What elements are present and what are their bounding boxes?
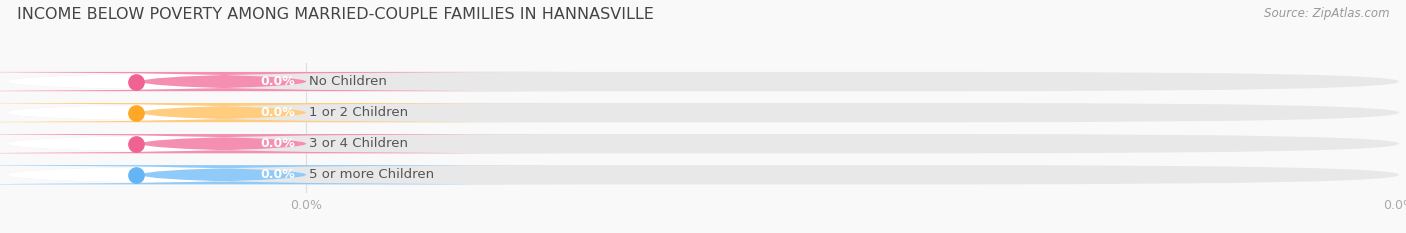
FancyBboxPatch shape [0, 165, 439, 184]
FancyBboxPatch shape [0, 72, 439, 91]
FancyBboxPatch shape [7, 165, 1399, 184]
Text: No Children: No Children [309, 75, 387, 88]
Text: 3 or 4 Children: 3 or 4 Children [309, 137, 408, 150]
FancyBboxPatch shape [0, 72, 574, 91]
FancyBboxPatch shape [7, 72, 1399, 91]
FancyBboxPatch shape [0, 165, 574, 184]
Text: 0.0%: 0.0% [260, 137, 295, 150]
Text: 5 or more Children: 5 or more Children [309, 168, 434, 181]
FancyBboxPatch shape [0, 134, 574, 153]
FancyBboxPatch shape [0, 103, 574, 122]
Text: Source: ZipAtlas.com: Source: ZipAtlas.com [1264, 7, 1389, 20]
FancyBboxPatch shape [0, 103, 439, 122]
Text: 0.0%: 0.0% [260, 106, 295, 119]
Text: 0.0%: 0.0% [260, 75, 295, 88]
FancyBboxPatch shape [7, 134, 1399, 153]
Text: INCOME BELOW POVERTY AMONG MARRIED-COUPLE FAMILIES IN HANNASVILLE: INCOME BELOW POVERTY AMONG MARRIED-COUPL… [17, 7, 654, 22]
Text: 0.0%: 0.0% [260, 168, 295, 181]
Text: 1 or 2 Children: 1 or 2 Children [309, 106, 408, 119]
FancyBboxPatch shape [7, 103, 1399, 122]
FancyBboxPatch shape [0, 134, 439, 153]
